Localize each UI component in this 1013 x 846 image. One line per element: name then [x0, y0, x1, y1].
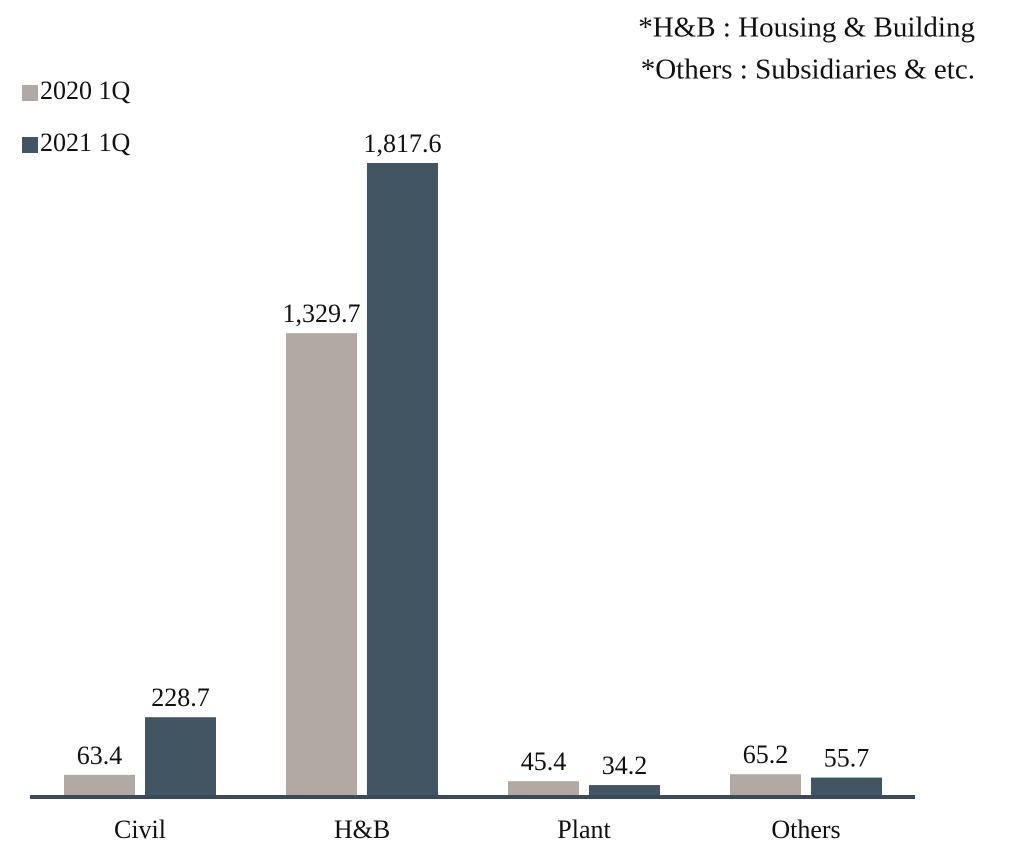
bar	[286, 333, 357, 797]
data-label: 228.7	[151, 683, 210, 712]
x-tick-label: Plant	[557, 815, 611, 844]
data-label: 34.2	[602, 751, 648, 780]
data-label: 1,817.6	[364, 129, 442, 158]
legend-label: 2020 1Q	[40, 76, 131, 105]
data-label: 55.7	[824, 744, 870, 773]
bar	[367, 163, 438, 797]
x-tick-label: H&B	[334, 815, 390, 844]
data-label: 63.4	[77, 741, 123, 770]
bar	[589, 785, 660, 797]
legend-swatch	[22, 85, 38, 101]
x-tick-label: Others	[771, 815, 840, 844]
bar	[508, 781, 579, 797]
annotation: *Others : Subsidiaries & etc.	[641, 54, 975, 86]
bar	[145, 717, 216, 797]
bar	[730, 774, 801, 797]
bar	[811, 777, 882, 797]
x-tick-label: Civil	[114, 815, 166, 844]
data-label: 45.4	[521, 747, 567, 776]
annotation: *H&B : Housing & Building	[638, 12, 975, 44]
data-label: 65.2	[743, 740, 789, 769]
legend-label: 2021 1Q	[40, 128, 131, 157]
legend-swatch	[22, 137, 38, 153]
bar	[64, 774, 135, 797]
data-label: 1,329.7	[283, 299, 361, 328]
